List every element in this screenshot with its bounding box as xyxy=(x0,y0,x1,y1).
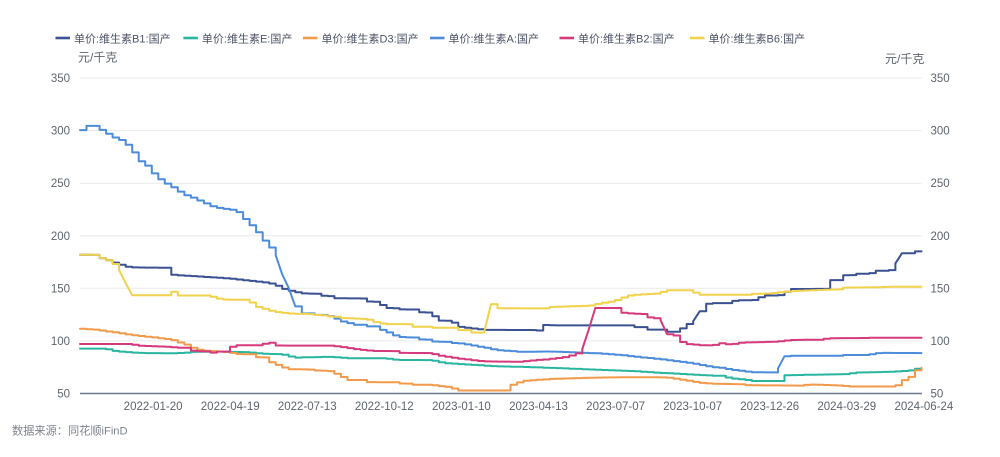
svg-text:单价:维生素B2:国产: 单价:维生素B2:国产 xyxy=(578,32,675,46)
svg-text:单价:维生素A:国产: 单价:维生素A:国产 xyxy=(449,32,539,46)
svg-text:2022-01-20: 2022-01-20 xyxy=(124,401,183,413)
svg-text:元/千克: 元/千克 xyxy=(78,51,117,65)
svg-text:250: 250 xyxy=(51,178,70,190)
svg-text:50: 50 xyxy=(931,389,944,401)
svg-text:2023-12-26: 2023-12-26 xyxy=(740,401,799,413)
svg-text:2024-03-29: 2024-03-29 xyxy=(817,401,876,413)
svg-text:300: 300 xyxy=(931,126,950,138)
svg-text:单价:维生素E:国产: 单价:维生素E:国产 xyxy=(202,32,292,46)
svg-text:100: 100 xyxy=(51,336,70,348)
svg-text:数据来源：同花顺iFinD: 数据来源：同花顺iFinD xyxy=(12,424,128,438)
svg-text:2022-07-13: 2022-07-13 xyxy=(278,401,337,413)
svg-text:150: 150 xyxy=(931,283,950,295)
svg-text:300: 300 xyxy=(51,126,70,138)
svg-text:单价:维生素B1:国产: 单价:维生素B1:国产 xyxy=(74,32,171,46)
svg-text:单价:维生素D3:国产: 单价:维生素D3:国产 xyxy=(322,32,419,46)
svg-text:2023-04-13: 2023-04-13 xyxy=(509,401,568,413)
svg-text:200: 200 xyxy=(931,231,950,243)
svg-text:元/千克: 元/千克 xyxy=(885,52,924,66)
svg-text:2023-01-10: 2023-01-10 xyxy=(432,401,491,413)
svg-text:350: 350 xyxy=(931,73,950,85)
svg-text:2022-04-19: 2022-04-19 xyxy=(201,401,260,413)
svg-text:单价:维生素B6:国产: 单价:维生素B6:国产 xyxy=(709,32,806,46)
svg-text:200: 200 xyxy=(51,231,70,243)
svg-text:2023-07-07: 2023-07-07 xyxy=(586,401,645,413)
svg-text:100: 100 xyxy=(931,336,950,348)
svg-text:350: 350 xyxy=(51,73,70,85)
svg-text:250: 250 xyxy=(931,178,950,190)
svg-text:2022-10-12: 2022-10-12 xyxy=(355,401,414,413)
svg-text:150: 150 xyxy=(51,283,70,295)
svg-text:2023-10-07: 2023-10-07 xyxy=(663,401,722,413)
svg-text:50: 50 xyxy=(57,389,70,401)
svg-text:2024-06-24: 2024-06-24 xyxy=(894,401,953,413)
